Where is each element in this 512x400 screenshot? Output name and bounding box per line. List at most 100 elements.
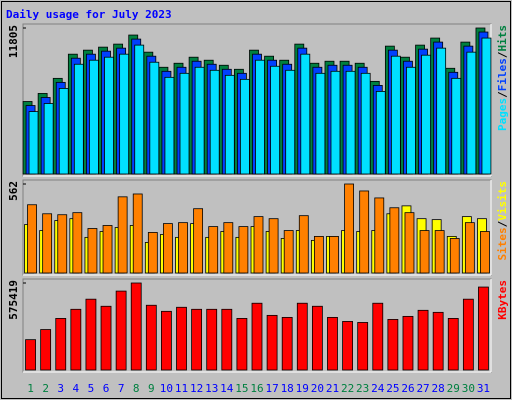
bar [300,53,311,175]
bar [238,226,249,274]
bar [342,321,353,371]
x-tick-label: 10 [160,382,173,395]
legend-entry: Visits [496,181,509,221]
bar [481,37,492,175]
legend-separator: / [496,91,509,98]
bar [176,306,187,371]
bar [389,207,400,274]
bar [345,70,356,175]
bar [27,204,37,274]
x-tick-label: 16 [250,382,263,395]
bar [73,63,84,175]
x-tick-label: 9 [148,382,155,395]
bar [221,308,233,371]
bar [387,319,399,371]
x-tick-label: 17 [265,382,278,395]
bar [375,91,386,175]
bar [374,197,385,274]
x-tick-label: 8 [133,382,140,395]
x-tick-label: 29 [447,382,460,395]
bar [313,236,324,274]
bar [119,53,130,175]
bar [253,216,264,274]
x-tick-label: 24 [371,382,385,395]
legend: Sites/Visits [496,181,509,261]
x-tick-label: 4 [73,382,80,395]
x-tick-label: 30 [462,382,475,395]
chart-title: Daily usage for July 2023 [6,8,172,21]
bar [28,111,39,175]
bar [147,232,158,274]
bar [406,66,416,175]
bar [208,226,219,274]
legend-entry: Hits [496,25,509,52]
bar [87,228,98,274]
bar [436,47,447,175]
bar [224,74,235,175]
x-tick-label: 5 [88,382,95,395]
bar [40,329,52,371]
bar [315,72,326,175]
bar [104,56,114,175]
bar [404,212,415,274]
bar [164,76,175,175]
legend-separator: / [496,220,509,227]
x-tick-label: 25 [386,382,399,395]
bar [464,222,475,274]
bar [357,322,369,371]
bar [419,230,430,274]
legend-entry: KBytes [496,280,509,320]
legend-entry: Pages [496,98,509,131]
bar [191,308,203,371]
bar [434,230,445,274]
x-tick-label: 23 [356,382,369,395]
bar [132,193,143,274]
bar [432,311,444,371]
bar [194,66,205,175]
bar [266,314,278,371]
bar [100,305,112,371]
bar [390,55,401,175]
bar [402,315,414,371]
bar [447,318,459,371]
bar [283,230,294,274]
bar [285,69,296,175]
x-tick-label: 22 [341,382,354,395]
x-tick-label: 28 [432,382,445,395]
bar [206,308,218,371]
bar [329,236,339,274]
bar [130,282,142,371]
bar [89,59,99,175]
x-tick-label: 3 [57,382,64,395]
bar [478,286,489,371]
bar [115,290,127,371]
x-tick-label: 12 [190,382,203,395]
bar [72,212,83,274]
y-tick-label: 575419 [7,280,20,320]
bar [462,298,474,371]
x-tick-label: 1 [27,382,34,395]
bar [117,196,128,274]
bar [372,302,384,371]
x-tick-label: 11 [175,382,188,395]
x-tick-label: 31 [477,382,490,395]
x-tick-label: 20 [311,382,324,395]
legend-separator: / [496,51,509,58]
x-tick-label: 18 [281,382,294,395]
bar [311,305,323,371]
bar [223,222,234,274]
bar [193,208,204,274]
bar [360,72,371,175]
bar [296,302,308,371]
bar [451,77,462,175]
bar [70,308,82,371]
bar [85,298,97,371]
bar [327,316,338,371]
bar [134,44,145,175]
bar [236,318,248,371]
x-tick-label: 27 [416,382,429,395]
x-tick-label: 14 [220,382,234,395]
bar [145,304,157,371]
